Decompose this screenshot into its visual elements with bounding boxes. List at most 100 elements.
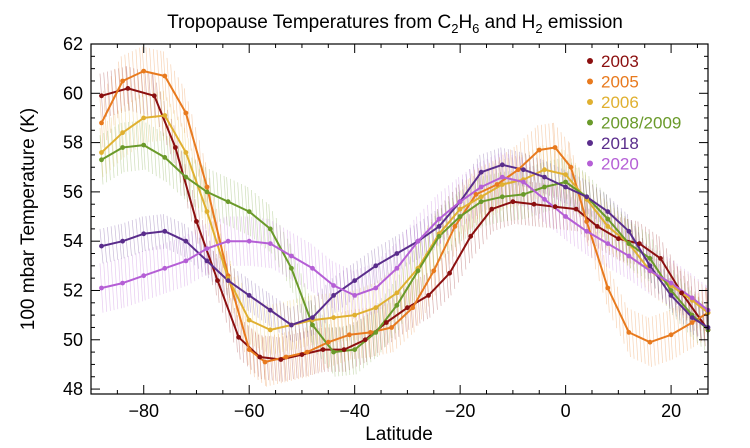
legend-marker [587, 160, 593, 167]
point-2005 [515, 167, 521, 173]
point-2018 [99, 243, 104, 249]
point-2020 [563, 214, 568, 219]
point-2006 [478, 194, 484, 200]
line-2008-2009 [100, 144, 708, 354]
point-2003 [510, 199, 516, 205]
point-2003 [573, 206, 579, 212]
point-2008-2009 [542, 184, 547, 190]
point-2005 [568, 164, 574, 170]
point-2006 [352, 312, 358, 318]
point-2006 [246, 317, 252, 323]
point-2018 [605, 209, 611, 215]
legend-label: 2008/2009 [601, 114, 681, 133]
point-2005 [668, 332, 674, 338]
point-2008-2009 [204, 189, 210, 195]
point-2020 [204, 246, 210, 252]
point-2020 [162, 265, 168, 271]
point-2018 [626, 228, 632, 234]
point-2003 [616, 236, 621, 242]
x-tick-label: −40 [339, 401, 370, 421]
legend-label: 2006 [601, 93, 639, 112]
point-2003 [489, 206, 495, 212]
point-2006 [499, 182, 505, 187]
x-tick-label: 20 [661, 401, 681, 421]
line-2006 [100, 114, 708, 331]
point-2018 [436, 224, 442, 229]
point-2008-2009 [605, 216, 611, 222]
point-2005 [473, 192, 479, 197]
point-2020 [689, 295, 695, 301]
point-2003 [299, 352, 305, 357]
point-2003 [658, 256, 663, 261]
point-2020 [647, 268, 653, 274]
point-2020 [436, 216, 442, 222]
point-2003 [362, 337, 368, 343]
point-2018 [647, 263, 653, 269]
point-2020 [668, 280, 674, 286]
x-axis-ticks: −80 −60 −40 −20 0 20 [90, 44, 698, 421]
point-2008-2009 [246, 209, 252, 215]
point-2020 [478, 184, 484, 190]
point-2008-2009 [626, 241, 632, 247]
point-2018 [120, 238, 125, 244]
point-2006 [204, 209, 210, 215]
y-tick-label: 54 [63, 231, 83, 251]
legend-label: 2003 [601, 52, 639, 71]
point-2008-2009 [478, 199, 484, 205]
point-2008-2009 [415, 268, 421, 274]
point-2006 [605, 224, 611, 229]
point-2008-2009 [267, 226, 273, 232]
point-2018 [373, 263, 379, 269]
point-2006 [563, 172, 568, 178]
point-2018 [499, 162, 505, 168]
point-2005 [452, 224, 458, 229]
point-2005 [368, 330, 373, 335]
y-tick-label: 52 [63, 280, 83, 300]
point-2003 [552, 204, 558, 210]
point-2020 [605, 241, 611, 247]
line-2020 [101, 176, 708, 311]
point-2005 [431, 268, 437, 274]
point-2018 [394, 251, 400, 256]
point-2006 [267, 327, 273, 333]
point-2008-2009 [499, 194, 505, 200]
point-2020 [521, 179, 526, 185]
point-2006 [162, 113, 168, 118]
point-2020 [626, 253, 632, 259]
point-2006 [99, 150, 104, 155]
point-2003 [679, 290, 684, 296]
x-axis-label: Latitude [365, 424, 433, 445]
x-tick-label: 0 [561, 401, 571, 421]
point-2018 [668, 293, 674, 298]
point-2018 [225, 278, 231, 283]
legend-marker [587, 140, 593, 146]
point-2020 [310, 265, 315, 271]
point-2005 [283, 354, 289, 360]
point-2020 [183, 258, 189, 264]
point-2008-2009 [183, 174, 189, 180]
point-2005 [246, 347, 252, 352]
point-2005 [584, 219, 590, 224]
point-2008-2009 [373, 330, 379, 335]
point-2008-2009 [99, 157, 104, 163]
point-2008-2009 [225, 199, 231, 205]
point-2005 [494, 182, 500, 187]
point-2018 [542, 174, 547, 180]
legend-label: 2018 [601, 134, 639, 153]
point-2018 [310, 315, 315, 320]
point-2006 [542, 167, 547, 173]
point-2005 [183, 110, 189, 116]
point-2003 [426, 293, 431, 298]
point-2003 [236, 334, 242, 340]
point-2008-2009 [394, 302, 400, 308]
point-2018 [563, 184, 568, 190]
point-2020 [584, 228, 590, 234]
point-2005 [304, 349, 310, 355]
point-2008-2009 [162, 155, 168, 160]
point-2018 [289, 322, 294, 328]
series-points [99, 68, 711, 365]
point-2018 [331, 293, 336, 298]
point-2018 [204, 258, 210, 264]
plot-frame [90, 43, 709, 395]
